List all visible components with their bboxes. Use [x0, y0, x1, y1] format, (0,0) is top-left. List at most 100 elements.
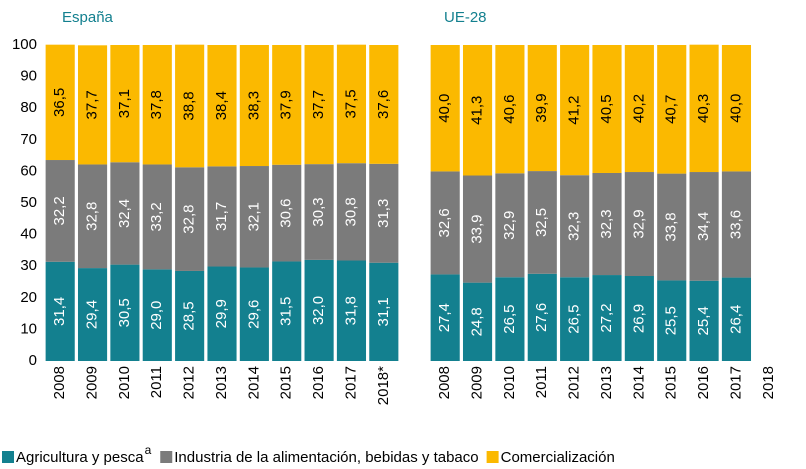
subplot-title: España: [62, 9, 114, 26]
bar-segment: [592, 172, 622, 276]
bar-segment: [239, 267, 269, 361]
bar-segment: [430, 274, 460, 361]
value-label: 32,1: [245, 202, 262, 231]
bar-segment: [657, 173, 687, 281]
value-label: 40,7: [663, 95, 680, 124]
bar-segment: [175, 44, 205, 168]
x-tick-label: 2008: [436, 366, 453, 399]
value-label: 39,9: [533, 93, 550, 122]
legend-swatch: [160, 451, 173, 463]
value-label: 31,5: [278, 297, 295, 326]
value-label: 38,3: [245, 91, 262, 120]
legend-label: Industria de la alimentación, bebidas y …: [174, 449, 478, 466]
value-label: 32,2: [51, 196, 68, 225]
bar-segment: [110, 264, 140, 361]
bar-segment: [304, 259, 334, 361]
value-label: 32,9: [630, 209, 647, 238]
value-label: 30,8: [342, 197, 359, 226]
bar-segment: [689, 280, 719, 361]
x-tick-label: 2012: [181, 366, 198, 399]
value-label: 31,4: [51, 297, 68, 326]
value-label: 32,3: [566, 212, 583, 241]
x-tick-label: 2009: [84, 366, 101, 399]
bar-segment: [721, 171, 752, 278]
x-tick-label: 2011: [148, 366, 165, 398]
bar-segment: [527, 45, 557, 172]
value-label: 36,5: [51, 88, 68, 117]
bar-segment: [462, 175, 493, 283]
value-label: 26,4: [727, 305, 744, 334]
value-label: 31,3: [375, 199, 392, 228]
value-label: 41,3: [469, 96, 486, 125]
x-tick-label: 2010: [501, 366, 518, 399]
x-tick-label: 2017: [727, 366, 744, 399]
value-label: 37,7: [310, 90, 327, 119]
bar-segment: [77, 45, 108, 165]
legend-label: Agricultura y pesca: [16, 449, 144, 466]
bar-segment: [430, 45, 460, 172]
value-label: 26,5: [501, 305, 518, 334]
value-label: 34,4: [695, 212, 712, 241]
value-label: 32,8: [181, 205, 198, 234]
bar-segment: [207, 266, 237, 361]
y-tick-label: 60: [20, 162, 37, 179]
y-tick-label: 90: [20, 68, 37, 85]
value-label: 25,5: [663, 306, 680, 335]
legend-swatch: [486, 451, 499, 463]
value-label: 29,6: [245, 300, 262, 329]
y-tick-label: 50: [20, 194, 37, 211]
value-label: 26,9: [630, 304, 647, 333]
bar-segment: [527, 273, 557, 361]
bar-segment: [207, 166, 237, 267]
value-label: 30,6: [278, 199, 295, 228]
value-label: 37,8: [148, 90, 165, 119]
x-tick-label: 2009: [469, 366, 486, 399]
bar-segment: [624, 45, 654, 173]
y-tick-label: 30: [20, 257, 37, 274]
value-label: 38,4: [213, 91, 230, 120]
value-label: 32,4: [116, 199, 133, 228]
bar-segment: [239, 45, 269, 167]
x-tick-label: 2016: [695, 366, 712, 399]
bar-segment: [45, 160, 75, 262]
legend-swatch: [2, 451, 14, 463]
value-label: 37,7: [84, 90, 101, 119]
value-label: 27,6: [533, 303, 550, 332]
y-tick-label: 20: [20, 289, 37, 306]
value-label: 30,3: [310, 197, 327, 226]
bar-segment: [657, 280, 687, 361]
bar-segment: [624, 172, 654, 276]
bar-segment: [110, 162, 140, 265]
value-label: 40,0: [727, 94, 744, 123]
bar-segment: [624, 275, 654, 361]
y-tick-label: 80: [20, 99, 37, 116]
value-label: 30,5: [116, 298, 133, 327]
bar-segment: [77, 164, 108, 269]
value-label: 27,4: [436, 303, 453, 332]
value-label: 27,2: [598, 303, 615, 332]
value-label: 41,2: [566, 95, 583, 124]
bar-segment: [495, 277, 525, 361]
x-tick-label: 2015: [278, 366, 295, 399]
y-tick-label: 0: [29, 352, 37, 369]
bar-segment: [560, 45, 590, 176]
bar-segment: [495, 45, 525, 174]
bar-segment: [45, 261, 75, 361]
y-tick-label: 40: [20, 226, 37, 243]
bar-segment: [369, 262, 399, 361]
value-label: 33,2: [148, 202, 165, 231]
bar-segment: [430, 171, 460, 275]
value-label: 33,6: [727, 210, 744, 239]
x-tick-label: 2014: [245, 366, 262, 399]
y-tick-label: 10: [20, 320, 37, 337]
bar-segment: [721, 45, 752, 172]
bar-segment: [369, 163, 399, 263]
bar-segment: [369, 45, 399, 164]
bar-segment: [239, 166, 269, 268]
x-tick-label: 2017: [342, 366, 359, 399]
bar-segment: [45, 44, 75, 161]
bar-segment: [560, 175, 590, 278]
x-tick-label: 2011: [533, 366, 550, 398]
bar-segment: [592, 275, 622, 361]
